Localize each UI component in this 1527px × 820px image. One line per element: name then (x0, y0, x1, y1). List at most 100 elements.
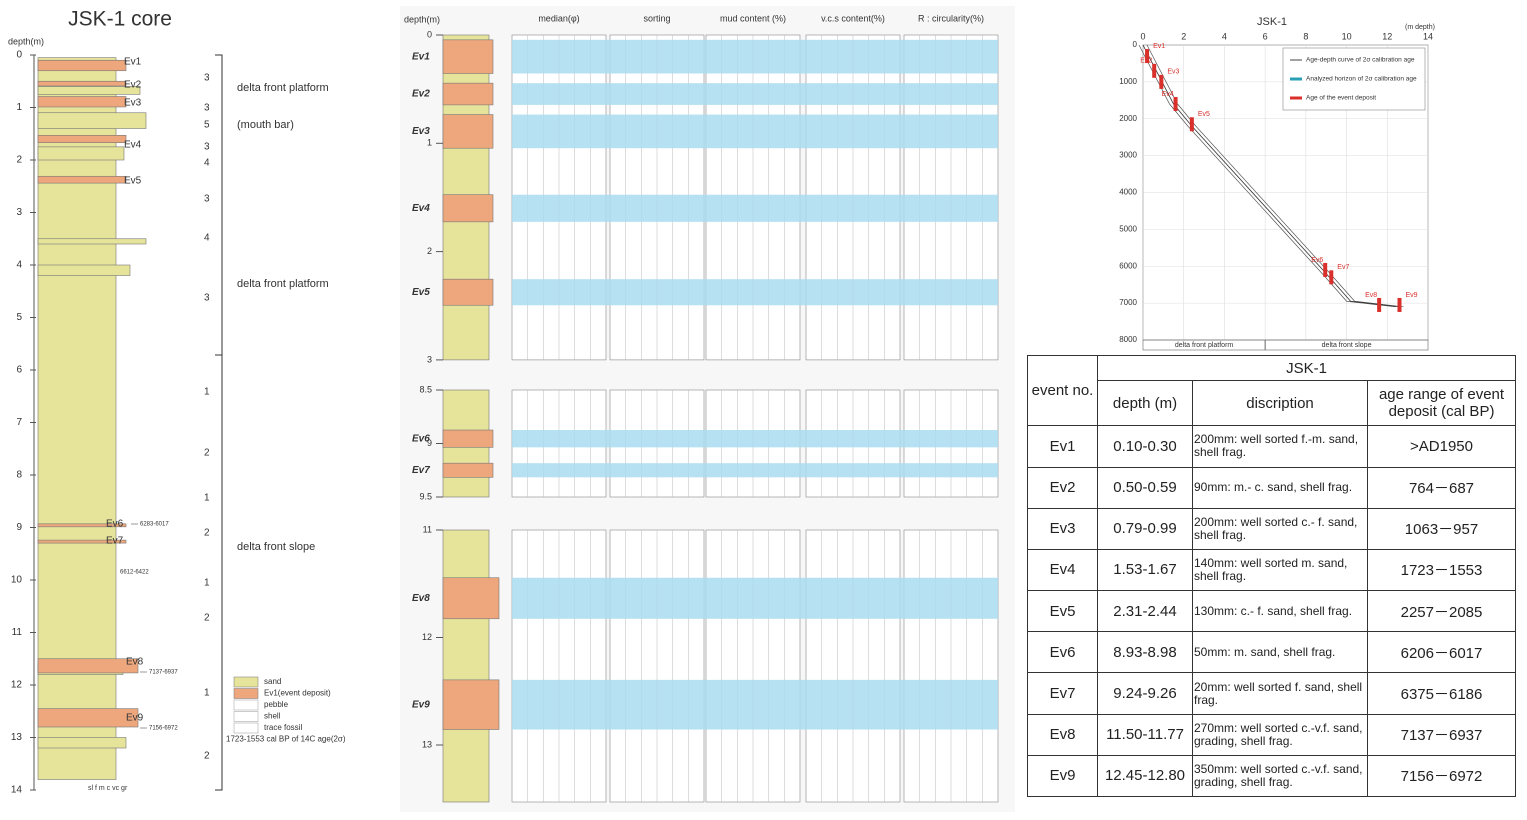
sand-bed (38, 239, 146, 244)
facies-bracket (215, 55, 222, 355)
depth-tick-label: 4 (16, 260, 22, 271)
description-cell: 200mm: well sorted c.- f. sand, shell fr… (1193, 508, 1368, 549)
table-cell: 6206－6017 (1368, 632, 1516, 673)
core-age-note: 7137-6937 (149, 670, 178, 676)
depth-tick-label: 8 (16, 470, 22, 481)
event-band (512, 279, 998, 305)
table-cell: 7156－6972 (1368, 755, 1516, 796)
profile-depth-label: 12 (422, 632, 432, 642)
legend-label: 1723-1553 cal BP of 14C age(2σ) (226, 735, 346, 744)
table-cell: 0.50-0.59 (1098, 467, 1193, 508)
depth-tick-label: 13 (11, 732, 23, 743)
depth-tick-label: 1 (16, 102, 22, 113)
profile-event-label: Ev4 (412, 203, 430, 214)
table-cell: Ev9 (1028, 755, 1098, 796)
table-cell: Ev2 (1028, 467, 1098, 508)
description-cell: 350mm: well sorted c.-v.f. sand, grading… (1193, 755, 1368, 796)
y-tick-label: 6000 (1119, 261, 1137, 270)
event-marker (1174, 97, 1178, 111)
event-layer (443, 430, 493, 447)
legend-swatch (234, 712, 258, 722)
depth-tick-label: 6 (16, 365, 22, 376)
table-cell: 2257－2085 (1368, 591, 1516, 632)
core-event-label: Ev1 (124, 57, 142, 68)
facies-label: delta front platform (237, 278, 329, 290)
event-layer (443, 40, 493, 74)
event-label: Ev4 (1162, 91, 1174, 98)
table-cell: Ev3 (1028, 508, 1098, 549)
unit-number: 1 (204, 387, 210, 398)
x-tick-label: 2 (1181, 31, 1186, 41)
unit-number: 4 (204, 233, 210, 244)
event-marker (1398, 298, 1402, 312)
column-header: R : circularity(%) (918, 13, 984, 23)
unit-number: 3 (204, 194, 210, 205)
profile-depth-label: depth(m) (404, 14, 440, 24)
x-tick-label: 0 (1140, 31, 1145, 41)
description-cell: 50mm: m. sand, shell frag. (1193, 632, 1368, 673)
x-tick-label: 10 (1342, 31, 1352, 41)
core-event-label: Ev5 (124, 176, 142, 187)
table-cell: 1.53-1.67 (1098, 549, 1193, 590)
table-row: Ev10.10-0.30200mm: well sorted f.-m. san… (1028, 426, 1516, 467)
table-cell: >AD1950 (1368, 426, 1516, 467)
depth-tick-label: 7 (16, 417, 22, 428)
core-age-note: 7156-6972 (149, 726, 178, 732)
depth-tick-label: 11 (12, 627, 23, 638)
site-header: JSK-1 (1098, 356, 1516, 381)
event-label: Ev8 (1365, 292, 1377, 299)
profile-depth-label: 0 (427, 29, 432, 39)
event-band (512, 115, 998, 149)
table-row: Ev41.53-1.67140mm: well sorted m. sand, … (1028, 549, 1516, 590)
table-cell: 1063－957 (1368, 508, 1516, 549)
event-band (512, 195, 998, 222)
event-layer (38, 659, 138, 673)
unit-number: 2 (204, 613, 210, 624)
unit-number: 3 (204, 142, 210, 153)
facies-label: (mouth bar) (237, 119, 294, 131)
x-tick-label: 12 (1382, 31, 1392, 41)
legend-label: Analyzed horizon of 2σ calibration age (1306, 76, 1417, 83)
profile-depth-label: 3 (427, 354, 432, 364)
x-tick-label: 6 (1263, 31, 1268, 41)
event-band (512, 463, 998, 477)
table-cell: 0.79-0.99 (1098, 508, 1193, 549)
y-tick-label: 7000 (1119, 298, 1137, 307)
table-cell: 9.24-9.26 (1098, 673, 1193, 714)
profile-event-label: Ev6 (412, 433, 430, 444)
core-age-note: 6283-6017 (140, 522, 169, 528)
event-band (512, 430, 998, 447)
legend-swatch (234, 689, 258, 699)
core-event-label: Ev7 (106, 536, 124, 547)
event-layer (38, 709, 138, 727)
unit-number: 1 (204, 578, 210, 589)
legend-label: Age-depth curve of 2σ calibration age (1306, 57, 1415, 64)
depth-tick-label: 10 (11, 575, 23, 586)
facies-label: delta front slope (1322, 342, 1372, 349)
facies-label: delta front platform (1175, 342, 1234, 349)
column-header: median(φ) (538, 13, 579, 23)
description-cell: 20mm: well sorted f. sand, shell frag. (1193, 673, 1368, 714)
depth-tick-label: 14 (11, 785, 23, 796)
x-tick-label: 4 (1222, 31, 1227, 41)
header-cell: event no. (1028, 356, 1098, 426)
legend-label: Age of the event deposit (1306, 95, 1376, 102)
table-cell: 2.31-2.44 (1098, 591, 1193, 632)
event-layer (443, 680, 499, 730)
profile-depth-label: 11 (423, 524, 432, 534)
profile-event-label: Ev1 (412, 51, 430, 62)
legend-label: trace fossil (264, 723, 302, 732)
legend-swatch (234, 723, 258, 733)
depth-tick-label: 12 (11, 680, 23, 691)
facies-label: delta front platform (237, 82, 329, 94)
profile-depth-label: 2 (427, 246, 432, 256)
event-marker (1377, 298, 1381, 312)
table-cell: Ev1 (1028, 426, 1098, 467)
table-cell: 8.93-8.98 (1098, 632, 1193, 673)
event-layer (443, 578, 499, 619)
profile-depth-label: 8.5 (419, 384, 432, 394)
event-marker (1329, 270, 1333, 284)
